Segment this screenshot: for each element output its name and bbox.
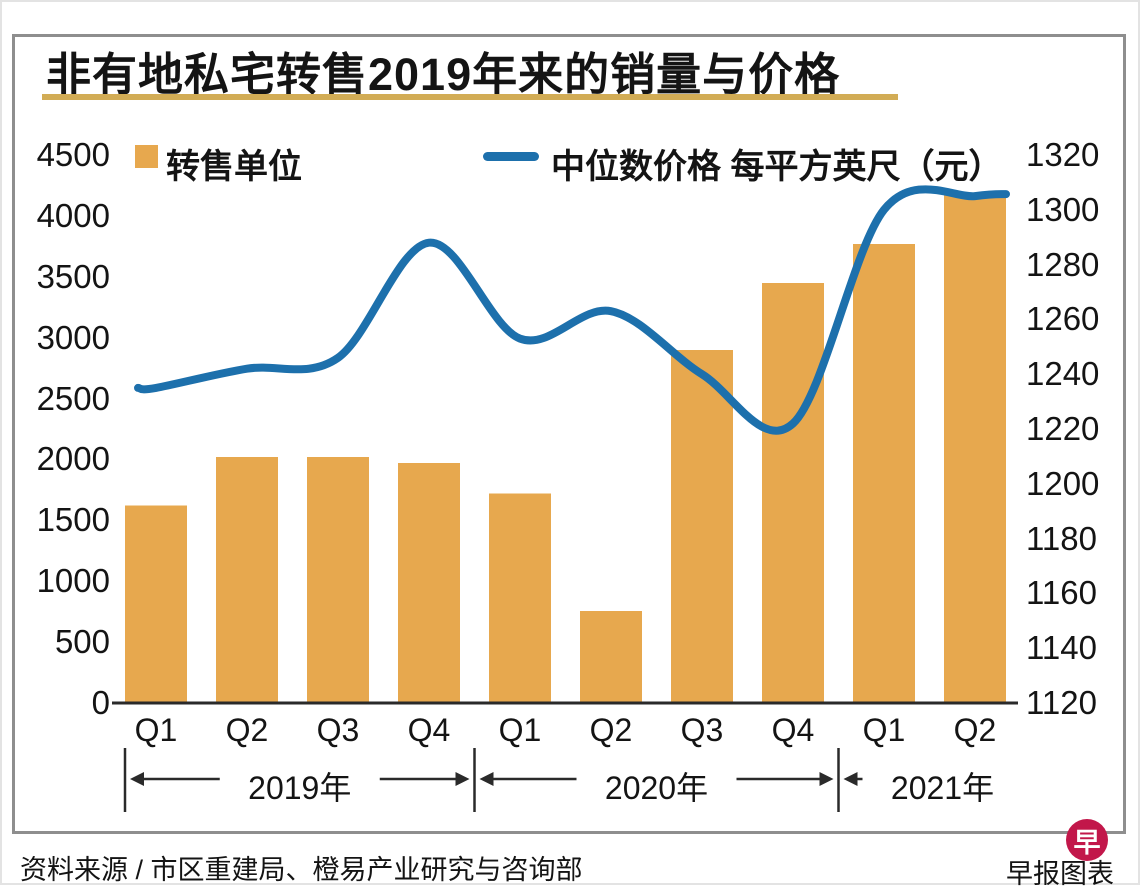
right-axis-tick-1160: 1160 bbox=[1026, 574, 1097, 612]
right-axis-tick-1260: 1260 bbox=[1026, 300, 1100, 338]
right-axis-tick-1180: 1180 bbox=[1026, 519, 1097, 557]
legend-bar-label: 转售单位 bbox=[166, 148, 302, 186]
chart-box bbox=[12, 34, 1126, 834]
x-label-q3-2: Q3 bbox=[316, 712, 360, 748]
bar-Q1-8 bbox=[853, 243, 915, 703]
left-axis-tick-1000: 1000 bbox=[36, 562, 110, 600]
right-axis-tick-1240: 1240 bbox=[1026, 355, 1100, 393]
legend-line-label: 中位数价格 每平方英尺（元） bbox=[551, 148, 1003, 186]
credit-note: 早报图表 bbox=[1006, 859, 1114, 889]
x-label-q3-6: Q3 bbox=[680, 712, 724, 748]
bar-Q2-9 bbox=[944, 192, 1006, 704]
left-axis-tick-2000: 2000 bbox=[36, 440, 110, 478]
bar-Q4-3 bbox=[398, 463, 460, 703]
median-price-line bbox=[134, 185, 1010, 435]
bar-Q2-1 bbox=[216, 457, 278, 703]
bar-Q1-4 bbox=[489, 493, 551, 703]
x-label-q1-4: Q1 bbox=[498, 712, 542, 748]
zaobao-logo-icon: 早 bbox=[1066, 819, 1108, 861]
right-axis-tick-1300: 1300 bbox=[1026, 190, 1100, 228]
year-label-2020年: 2020年 bbox=[604, 770, 709, 806]
chart-title: 非有地私宅转售2019年来的销量与价格 bbox=[46, 49, 841, 100]
x-label-q2-1: Q2 bbox=[225, 712, 269, 748]
title-rule bbox=[42, 94, 898, 100]
left-axis-tick-2500: 2500 bbox=[36, 379, 110, 417]
year-label-2021年: 2021年 bbox=[890, 770, 995, 806]
bar-Q2-5 bbox=[580, 611, 642, 703]
left-axis-tick-4000: 4000 bbox=[36, 196, 110, 234]
legend-line-swatch-icon bbox=[483, 152, 539, 161]
right-axis-tick-1200: 1200 bbox=[1026, 464, 1100, 502]
left-axis-tick-1500: 1500 bbox=[36, 501, 110, 539]
right-axis-tick-1140: 1140 bbox=[1026, 629, 1097, 667]
x-label-q1-8: Q1 bbox=[862, 712, 906, 748]
x-label-q4-7: Q4 bbox=[771, 712, 815, 748]
right-axis-tick-1280: 1280 bbox=[1026, 245, 1100, 283]
x-label-q2-9: Q2 bbox=[953, 712, 997, 748]
left-axis-tick-500: 500 bbox=[54, 623, 110, 661]
x-label-q1-0: Q1 bbox=[134, 712, 178, 748]
x-label-q4-3: Q4 bbox=[407, 712, 451, 748]
bar-Q3-2 bbox=[307, 457, 369, 703]
left-axis-tick-3500: 3500 bbox=[36, 257, 110, 295]
left-axis-tick-0: 0 bbox=[91, 684, 110, 721]
year-label-2019年: 2019年 bbox=[248, 770, 352, 806]
legend-bar-swatch-icon bbox=[135, 145, 158, 168]
left-axis-tick-3000: 3000 bbox=[36, 318, 110, 356]
right-axis-tick-1320: 1320 bbox=[1026, 136, 1100, 173]
left-axis-tick-4500: 4500 bbox=[36, 136, 110, 173]
x-label-q2-5: Q2 bbox=[589, 712, 633, 748]
bar-Q3-6 bbox=[671, 349, 733, 703]
bar-Q4-7 bbox=[762, 282, 824, 703]
bar-Q1-0 bbox=[125, 505, 187, 703]
right-axis-tick-1120: 1120 bbox=[1026, 684, 1097, 721]
right-axis-tick-1220: 1220 bbox=[1026, 410, 1100, 447]
source-note: 资料来源 / 市区重建局、橙易产业研究与咨询部 bbox=[20, 855, 583, 885]
